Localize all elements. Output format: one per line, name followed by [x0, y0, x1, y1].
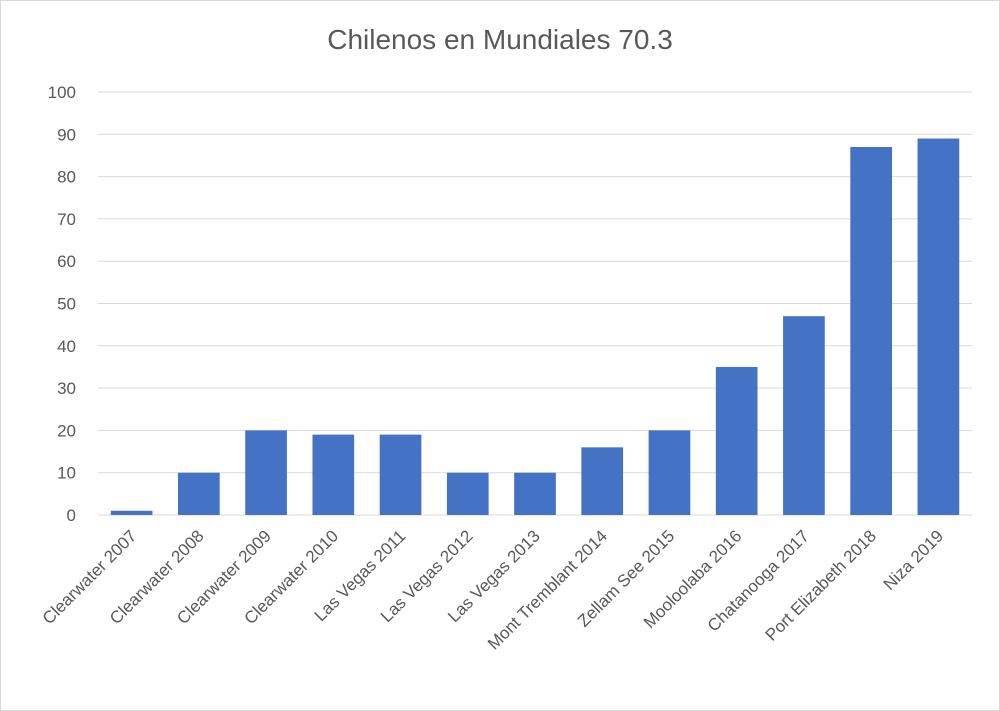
bar — [110, 510, 153, 515]
bar — [783, 316, 825, 515]
bar — [850, 146, 892, 516]
y-tick-label: 50 — [57, 295, 76, 314]
bar — [581, 447, 624, 515]
bar — [514, 472, 556, 515]
bar — [648, 430, 691, 515]
chart-title: Chilenos en Mundiales 70.3 — [327, 24, 673, 55]
y-tick-label: 70 — [57, 210, 76, 229]
x-category-label: Mont Tremblant 2014 — [484, 526, 611, 653]
y-tick-label: 80 — [57, 168, 76, 187]
bar — [715, 366, 758, 515]
bar — [917, 138, 960, 515]
x-category-label: Port Elizabeth 2018 — [762, 526, 880, 644]
bar — [379, 434, 422, 515]
y-axis-ticks: 0 10 20 30 40 50 60 70 80 90 100 — [48, 83, 76, 525]
gridlines — [98, 91, 972, 516]
y-tick-label: 10 — [57, 464, 76, 483]
y-tick-label: 60 — [57, 252, 76, 271]
bar — [312, 434, 355, 515]
y-tick-label: 100 — [48, 83, 76, 102]
bar — [446, 472, 489, 515]
y-tick-label: 30 — [57, 379, 76, 398]
y-tick-label: 90 — [57, 125, 76, 144]
y-tick-label: 40 — [57, 337, 76, 356]
bars — [110, 138, 960, 516]
y-tick-label: 0 — [67, 506, 76, 525]
x-category-label: Niza 2019 — [880, 526, 948, 594]
bar — [245, 430, 287, 515]
bar — [178, 472, 220, 515]
y-tick-label: 20 — [57, 421, 76, 440]
